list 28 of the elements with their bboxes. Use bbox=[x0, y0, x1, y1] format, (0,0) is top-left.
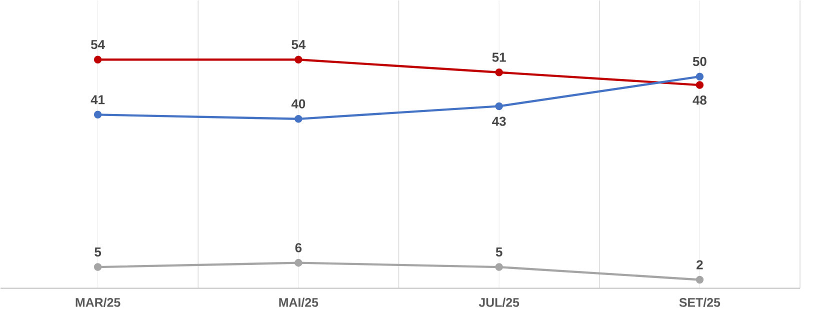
data-label: 40 bbox=[291, 99, 306, 108]
x-tick-label: SET/25 bbox=[679, 298, 720, 307]
data-label: 6 bbox=[295, 243, 302, 252]
x-tick-label: MAI/25 bbox=[279, 298, 318, 307]
data-label: 5 bbox=[94, 247, 102, 256]
point bbox=[294, 56, 302, 64]
point bbox=[696, 72, 704, 80]
data-label: 54 bbox=[292, 40, 306, 50]
data-label: 43 bbox=[492, 116, 506, 126]
point bbox=[696, 81, 704, 89]
point bbox=[94, 56, 102, 64]
point bbox=[495, 263, 503, 271]
point bbox=[696, 276, 704, 284]
point bbox=[294, 258, 302, 267]
data-label: 54 bbox=[91, 40, 105, 50]
data-label: 50 bbox=[692, 56, 706, 66]
data-label: 51 bbox=[492, 52, 506, 62]
data-label: 5 bbox=[496, 247, 502, 256]
data-label: 48 bbox=[692, 95, 707, 105]
point bbox=[495, 102, 503, 110]
point bbox=[495, 68, 503, 76]
data-label: 41 bbox=[90, 95, 105, 104]
point bbox=[94, 110, 102, 118]
x-tick-label: JUL/25 bbox=[478, 298, 520, 307]
x-tick-label: MAR/25 bbox=[76, 298, 120, 307]
point bbox=[294, 114, 302, 123]
data-label: 2 bbox=[696, 260, 703, 270]
point bbox=[94, 263, 102, 271]
